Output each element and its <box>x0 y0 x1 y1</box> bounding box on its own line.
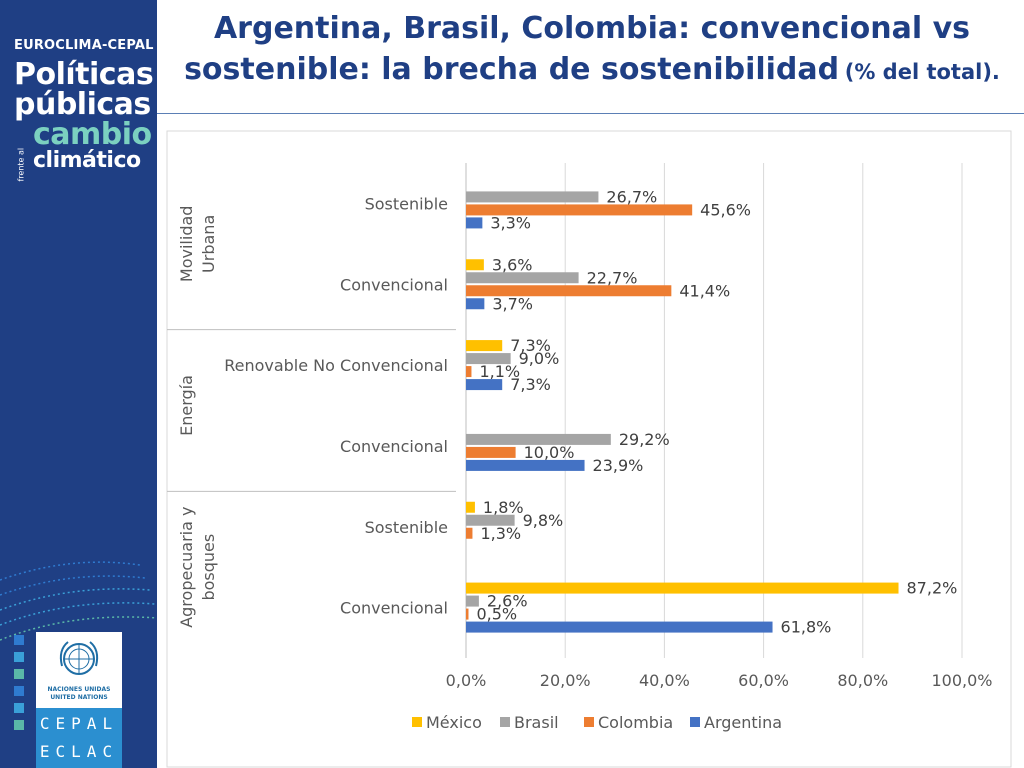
bar-colombia <box>466 285 672 297</box>
bar-méxico <box>466 259 484 271</box>
category-label: Sostenible <box>365 518 448 537</box>
data-label: 26,7% <box>606 187 657 206</box>
un-logo-box: NACIONES UNIDAS UNITED NATIONS CEPAL ECL… <box>36 632 122 768</box>
bar-colombia <box>466 366 472 378</box>
chart-frame <box>166 130 1012 768</box>
bar-brasil <box>466 595 479 607</box>
legend-swatch-brasil <box>500 717 510 727</box>
brand-line-3: cambio <box>33 117 152 152</box>
data-label: 0,5% <box>476 605 517 624</box>
group-label-0: Urbana <box>199 215 218 273</box>
slide-title: Argentina, Brasil, Colombia: convenciona… <box>160 8 1024 90</box>
brand-frente: frente al <box>16 147 26 182</box>
data-label: 87,2% <box>907 579 958 598</box>
bar-argentina <box>466 298 485 310</box>
brand-line-2: públicas <box>14 87 151 122</box>
data-label: 3,3% <box>490 213 531 232</box>
data-label: 2,6% <box>487 592 528 611</box>
data-label: 22,7% <box>587 268 638 287</box>
x-tick-label: 60,0% <box>738 671 789 690</box>
bar-brasil <box>466 433 611 445</box>
acronym-cepal: CEPAL <box>39 714 119 733</box>
title-text: Argentina, Brasil, Colombia: convenciona… <box>184 11 971 87</box>
legend-swatch-colombia <box>584 717 594 727</box>
sidebar: EUROCLIMA-CEPAL Políticas públicas frent… <box>0 0 157 768</box>
data-label: 3,7% <box>492 294 533 313</box>
x-tick-label: 40,0% <box>639 671 690 690</box>
bar-colombia <box>466 608 469 620</box>
legend-label: Colombia <box>598 713 673 732</box>
legend-label: México <box>426 713 482 732</box>
group-label-2: bosques <box>199 534 218 601</box>
brand-label: EUROCLIMA-CEPAL <box>14 38 154 53</box>
bar-colombia <box>466 446 516 458</box>
title-divider <box>157 113 1024 114</box>
acronym-eclac: ECLAC <box>39 742 119 761</box>
data-label: 1,3% <box>480 524 521 543</box>
legend-label: Brasil <box>514 713 559 732</box>
x-tick-label: 80,0% <box>837 671 888 690</box>
bar-argentina <box>466 217 483 229</box>
data-label: 1,8% <box>483 498 524 517</box>
legend-swatch-méxico <box>412 717 422 727</box>
bar-méxico <box>466 340 503 352</box>
data-label: 9,8% <box>523 511 564 530</box>
bar-colombia <box>466 527 473 539</box>
bar-méxico <box>466 501 475 513</box>
bar-brasil <box>466 353 511 365</box>
un-emblem-icon <box>59 641 99 675</box>
x-tick-label: 0,0% <box>446 671 487 690</box>
category-label: Convencional <box>340 599 448 618</box>
un-name-en: UNITED NATIONS <box>50 694 108 701</box>
brand-line-4: climático <box>33 148 141 173</box>
data-label: 41,4% <box>679 281 730 300</box>
data-label: 7,3% <box>510 336 551 355</box>
acronym-bar: CEPAL ECLAC <box>36 708 122 768</box>
data-label: 29,2% <box>619 430 670 449</box>
bar-méxico <box>466 582 899 594</box>
group-label-0: Movilidad <box>177 206 196 283</box>
data-label: 9,0% <box>519 349 560 368</box>
group-label-1: Energía <box>177 375 196 436</box>
brand-line-1: Políticas <box>14 57 154 92</box>
x-tick-label: 100,0% <box>931 671 992 690</box>
wave-decoration-icon <box>0 561 157 730</box>
data-label: 10,0% <box>524 443 575 462</box>
data-label: 45,6% <box>700 200 751 219</box>
bar-argentina <box>466 621 773 633</box>
category-label: Convencional <box>340 437 448 456</box>
data-label: 23,9% <box>593 456 644 475</box>
bar-colombia <box>466 204 693 216</box>
bar-brasil <box>466 191 599 203</box>
legend-swatch-argentina <box>690 717 700 727</box>
group-label-2: Agropecuaria y <box>177 507 196 628</box>
title-unit: (% del total). <box>844 60 1000 84</box>
bar-argentina <box>466 379 503 391</box>
data-label: 7,3% <box>510 375 551 394</box>
legend-label: Argentina <box>704 713 782 732</box>
category-label: Convencional <box>340 275 448 294</box>
bar-brasil <box>466 272 579 284</box>
data-label: 61,8% <box>781 618 832 637</box>
bar-chart: 0,0% 20,0% 40,0% 60,0% 80,0% 100,0% Movilidad U… <box>166 130 1012 768</box>
x-tick-label: 20,0% <box>540 671 591 690</box>
data-label: 1,1% <box>479 362 520 381</box>
un-name: NACIONES UNIDAS UNITED NATIONS <box>36 686 122 702</box>
bar-brasil <box>466 514 515 526</box>
data-label: 3,6% <box>492 255 533 274</box>
category-label: Renovable No Convencional <box>224 356 448 375</box>
un-name-es: NACIONES UNIDAS <box>47 686 111 693</box>
category-label: Sostenible <box>365 194 448 213</box>
bar-argentina <box>466 459 585 471</box>
